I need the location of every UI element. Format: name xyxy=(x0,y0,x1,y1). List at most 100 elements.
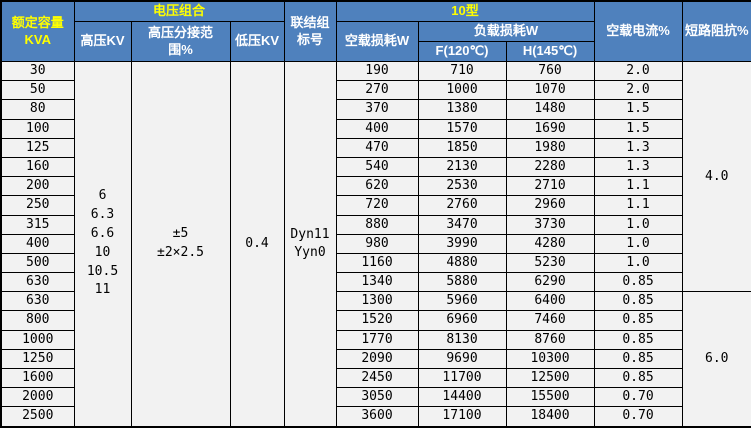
table-body: 30 6 6.3 6.6 10 10.5 11 ±5 ±2×2.5 0.4 Dyn11 … xyxy=(0,60,751,428)
cell-impedance-group-2: 6.0 xyxy=(681,291,751,428)
cell-load-loss-f120: 2760 xyxy=(417,195,507,216)
cell-no-load-loss: 190 xyxy=(335,60,419,82)
cell-load-loss-h145: 2960 xyxy=(505,195,595,216)
cell-load-loss-h145: 15500 xyxy=(505,387,595,408)
cell-no-load-loss: 3600 xyxy=(335,406,419,428)
cell-load-loss-f120: 1380 xyxy=(417,99,507,120)
cell-no-load-loss: 540 xyxy=(335,156,419,178)
table-row: 2000 3050 14400 15500 0.70 xyxy=(0,387,751,408)
cell-load-loss-h145: 8760 xyxy=(505,329,595,350)
cell-no-load-loss: 880 xyxy=(335,214,419,235)
header-hv-tap-range: 高压分接范 围% xyxy=(130,21,231,62)
table-row: 1600 2450 11700 12500 0.85 xyxy=(0,367,751,389)
cell-no-load-loss: 2090 xyxy=(335,348,419,370)
table-row: 400 980 3990 4280 1.0 xyxy=(0,233,751,254)
table-row: 800 1520 6960 7460 0.85 xyxy=(0,310,751,331)
table-row: 250 720 2760 2960 1.1 xyxy=(0,195,751,216)
cell-load-loss-f120: 11700 xyxy=(417,367,507,389)
cell-rated-capacity: 30 xyxy=(0,60,75,82)
cell-load-loss-h145: 10300 xyxy=(505,348,595,370)
cell-no-load-loss: 370 xyxy=(335,99,419,120)
cell-no-load-current: 1.0 xyxy=(593,214,683,235)
cell-no-load-loss: 1300 xyxy=(335,291,419,312)
cell-load-loss-h145: 1070 xyxy=(505,80,595,101)
cell-no-load-current: 0.85 xyxy=(593,348,683,370)
header-hv-kv: 高压KV xyxy=(73,21,132,62)
cell-no-load-current: 0.85 xyxy=(593,367,683,389)
header-load-loss-h145: H(145℃) xyxy=(505,41,595,62)
cell-load-loss-h145: 4280 xyxy=(505,233,595,254)
cell-load-loss-h145: 18400 xyxy=(505,406,595,428)
cell-load-loss-h145: 760 xyxy=(505,60,595,82)
cell-no-load-loss: 1770 xyxy=(335,329,419,350)
cell-no-load-current: 0.85 xyxy=(593,310,683,331)
cell-lv-kv-value: 0.4 xyxy=(229,60,285,428)
cell-no-load-loss: 1160 xyxy=(335,252,419,274)
cell-rated-capacity: 1600 xyxy=(0,367,75,389)
table-header: 额定容量 KVA 电压组合 联结组 标号 10型 空载电流% 短路阻抗% 高压K… xyxy=(0,0,751,62)
cell-load-loss-f120: 1000 xyxy=(417,80,507,101)
cell-rated-capacity: 100 xyxy=(0,118,75,139)
table-row: 160 540 2130 2280 1.3 xyxy=(0,156,751,178)
header-load-loss: 负载损耗W xyxy=(417,21,595,42)
cell-no-load-current: 1.0 xyxy=(593,233,683,254)
cell-rated-capacity: 160 xyxy=(0,156,75,178)
header-lv-kv: 低压KV xyxy=(229,21,285,62)
cell-no-load-loss: 2450 xyxy=(335,367,419,389)
header-voltage-combination: 电压组合 xyxy=(73,0,285,22)
cell-load-loss-h145: 12500 xyxy=(505,367,595,389)
table-row: 1000 1770 8130 8760 0.85 xyxy=(0,329,751,350)
header-rated-capacity: 额定容量 KVA xyxy=(0,0,75,62)
cell-no-load-current: 2.0 xyxy=(593,80,683,101)
cell-no-load-current: 2.0 xyxy=(593,60,683,82)
table-row: 50 270 1000 1070 2.0 xyxy=(0,80,751,101)
header-no-load-current: 空载电流% xyxy=(593,0,683,62)
cell-no-load-loss: 1520 xyxy=(335,310,419,331)
cell-no-load-current: 1.3 xyxy=(593,137,683,158)
cell-rated-capacity: 80 xyxy=(0,99,75,120)
cell-load-loss-h145: 1690 xyxy=(505,118,595,139)
table-row: 1250 2090 9690 10300 0.85 xyxy=(0,348,751,370)
cell-no-load-current: 1.1 xyxy=(593,195,683,216)
cell-rated-capacity: 50 xyxy=(0,80,75,101)
cell-load-loss-h145: 1980 xyxy=(505,137,595,158)
cell-load-loss-f120: 8130 xyxy=(417,329,507,350)
cell-no-load-loss: 270 xyxy=(335,80,419,101)
table-row: 315 880 3470 3730 1.0 xyxy=(0,214,751,235)
cell-rated-capacity: 200 xyxy=(0,176,75,197)
cell-no-load-current: 1.1 xyxy=(593,176,683,197)
cell-load-loss-h145: 6400 xyxy=(505,291,595,312)
cell-no-load-loss: 470 xyxy=(335,137,419,158)
cell-rated-capacity: 1250 xyxy=(0,348,75,370)
cell-vector-group-values: Dyn11 Yyn0 xyxy=(283,60,337,428)
table-row: 630 1300 5960 6400 0.85 6.0 xyxy=(0,291,751,428)
cell-no-load-loss: 400 xyxy=(335,118,419,139)
cell-load-loss-f120: 2530 xyxy=(417,176,507,197)
cell-no-load-loss: 3050 xyxy=(335,387,419,408)
cell-load-loss-h145: 7460 xyxy=(505,310,595,331)
header-vector-group: 联结组 标号 xyxy=(283,0,337,62)
cell-load-loss-f120: 5960 xyxy=(417,291,507,312)
cell-load-loss-h145: 5230 xyxy=(505,252,595,274)
table-row: 80 370 1380 1480 1.5 xyxy=(0,99,751,120)
cell-load-loss-h145: 3730 xyxy=(505,214,595,235)
cell-load-loss-f120: 4880 xyxy=(417,252,507,274)
cell-no-load-current: 0.70 xyxy=(593,387,683,408)
table-row: 200 620 2530 2710 1.1 xyxy=(0,176,751,197)
cell-load-loss-h145: 2710 xyxy=(505,176,595,197)
cell-no-load-current: 0.85 xyxy=(593,329,683,350)
header-type-10: 10型 xyxy=(335,0,595,22)
cell-no-load-current: 1.3 xyxy=(593,156,683,178)
header-load-loss-f120: F(120℃) xyxy=(417,41,507,62)
cell-load-loss-f120: 1570 xyxy=(417,118,507,139)
cell-tap-range-values: ±5 ±2×2.5 xyxy=(130,60,231,428)
cell-no-load-current: 0.70 xyxy=(593,406,683,428)
cell-rated-capacity: 125 xyxy=(0,137,75,158)
cell-load-loss-f120: 17100 xyxy=(417,406,507,428)
cell-rated-capacity: 500 xyxy=(0,252,75,274)
cell-load-loss-f120: 6960 xyxy=(417,310,507,331)
cell-no-load-loss: 620 xyxy=(335,176,419,197)
cell-impedance-group-1: 4.0 xyxy=(681,60,751,293)
cell-no-load-current: 1.5 xyxy=(593,99,683,120)
